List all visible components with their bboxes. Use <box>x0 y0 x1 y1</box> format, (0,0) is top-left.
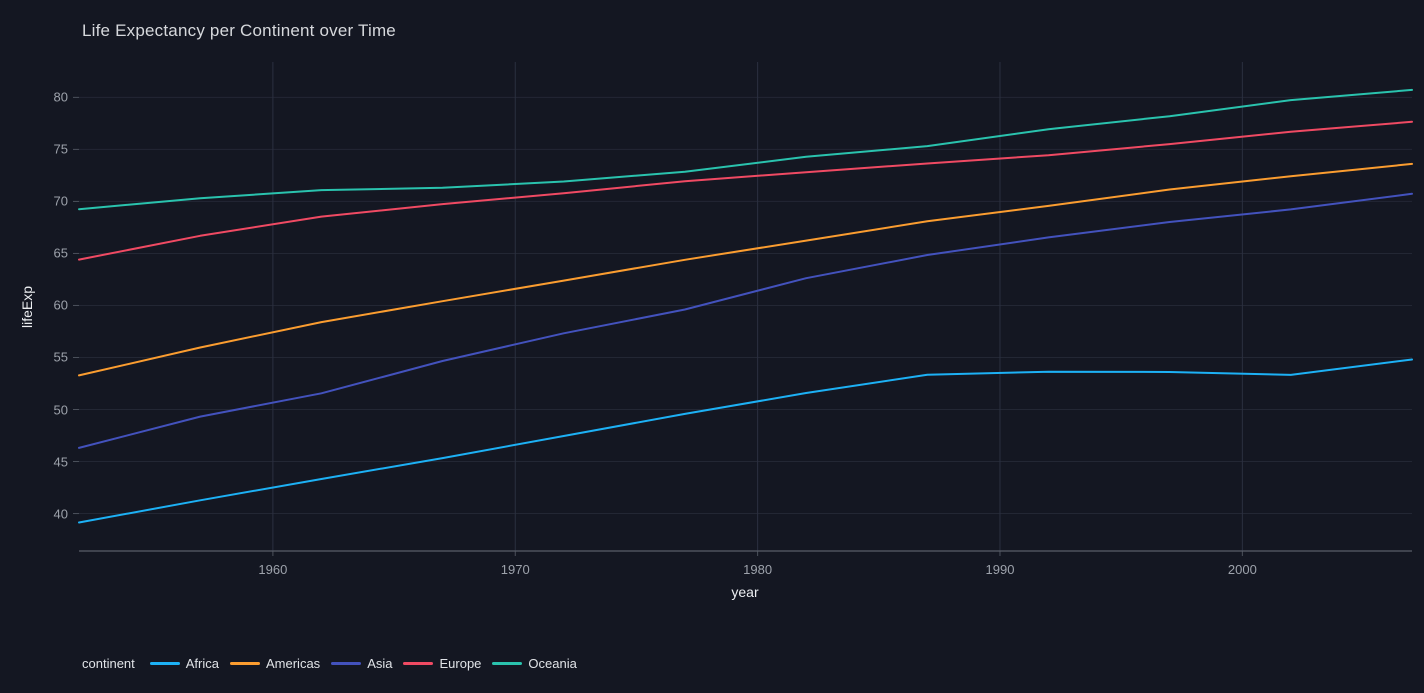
series-line-oceania[interactable] <box>78 88 1413 211</box>
y-tick-label: 80 <box>53 89 68 105</box>
y-tick-label: 75 <box>53 141 68 157</box>
x-tick-label: 1960 <box>258 562 288 577</box>
legend-label: Africa <box>185 655 219 671</box>
x-tick-label: 1970 <box>500 562 530 577</box>
legend-item-europe[interactable]: Europe <box>403 657 481 670</box>
y-tick-label: 55 <box>53 349 68 365</box>
legend-swatch-asia <box>331 661 362 665</box>
y-tick-label: 65 <box>53 245 68 261</box>
legend-swatch-europe <box>403 661 434 665</box>
series-line-asia[interactable] <box>78 192 1413 449</box>
y-tick-label: 60 <box>53 297 68 313</box>
y-tick-label: 50 <box>53 402 68 417</box>
y-tick-label: 45 <box>53 454 68 470</box>
legend: continent Africa Americas Asia Europe Oceani… <box>82 654 588 672</box>
legend-label: Oceania <box>528 655 577 671</box>
series-line-europe[interactable] <box>78 120 1413 261</box>
legend-item-asia[interactable]: Asia <box>331 657 392 670</box>
series-line-africa[interactable] <box>78 358 1413 524</box>
x-tick-label: 2000 <box>1227 562 1257 577</box>
chart-title: Life Expectancy per Continent over Time <box>82 21 396 40</box>
legend-item-oceania[interactable]: Oceania <box>492 655 577 671</box>
legend-label: Asia <box>367 655 393 671</box>
legend-items: Africa Americas Asia Europe Oceania <box>149 655 588 671</box>
y-axis-title: lifeExp <box>19 285 35 329</box>
x-axis-title: year <box>731 584 759 600</box>
legend-swatch-africa <box>149 661 180 665</box>
series-line-americas[interactable] <box>78 162 1413 377</box>
y-tick-label: 70 <box>53 193 68 209</box>
plot-area[interactable] <box>73 62 1413 556</box>
legend-swatch-oceania <box>492 661 523 665</box>
legend-swatch-americas <box>230 661 260 665</box>
y-tick-label: 40 <box>53 506 68 522</box>
legend-label: Americas <box>266 655 321 671</box>
legend-label: Europe <box>439 655 482 671</box>
legend-item-africa[interactable]: Africa <box>149 655 219 671</box>
x-tick-label: 1980 <box>743 562 773 577</box>
legend-item-americas[interactable]: Americas <box>230 657 320 670</box>
legend-title: continent <box>82 655 135 671</box>
x-tick-label: 1990 <box>985 562 1015 577</box>
